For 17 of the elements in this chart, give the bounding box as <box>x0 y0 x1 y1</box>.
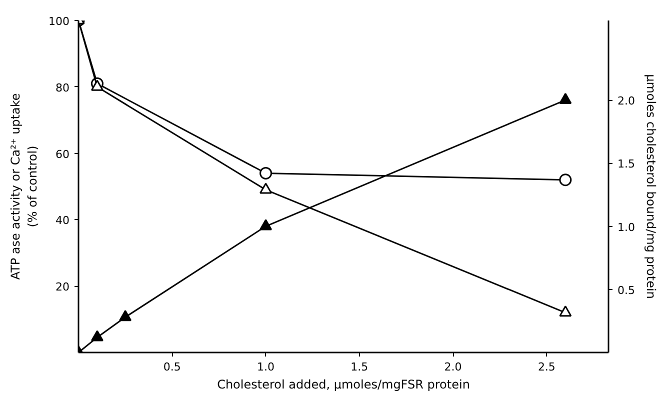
y-tick-label: 20 <box>56 280 70 294</box>
x-tick-label: 2.5 <box>538 360 556 374</box>
x-tick-label: 0.5 <box>163 360 181 374</box>
y2-tick-label: 1.5 <box>618 158 635 171</box>
y-tick-label: 80 <box>56 81 70 94</box>
y-axis-title: ATP ase activity or Ca²⁺ uptake (% of control) <box>8 93 40 280</box>
y2-tick-label: 2.0 <box>618 94 635 108</box>
y2-tick-label: 1.0 <box>618 220 635 234</box>
y-tick-label: 40 <box>56 214 70 228</box>
y-tick-label: 60 <box>56 148 70 161</box>
x-tick-label: 1.0 <box>257 360 275 374</box>
x-tick-label: 1.5 <box>350 360 368 374</box>
x-tick-label: 2.0 <box>444 360 462 374</box>
y2-axis-title: µmoles cholesterol bound/mg protein <box>644 74 658 299</box>
y-tick-label: 100 <box>48 15 70 28</box>
x-axis-title: Cholesterol added, µmoles/mgFSR protein <box>217 378 470 392</box>
y2-tick-label: 0.5 <box>618 284 635 297</box>
